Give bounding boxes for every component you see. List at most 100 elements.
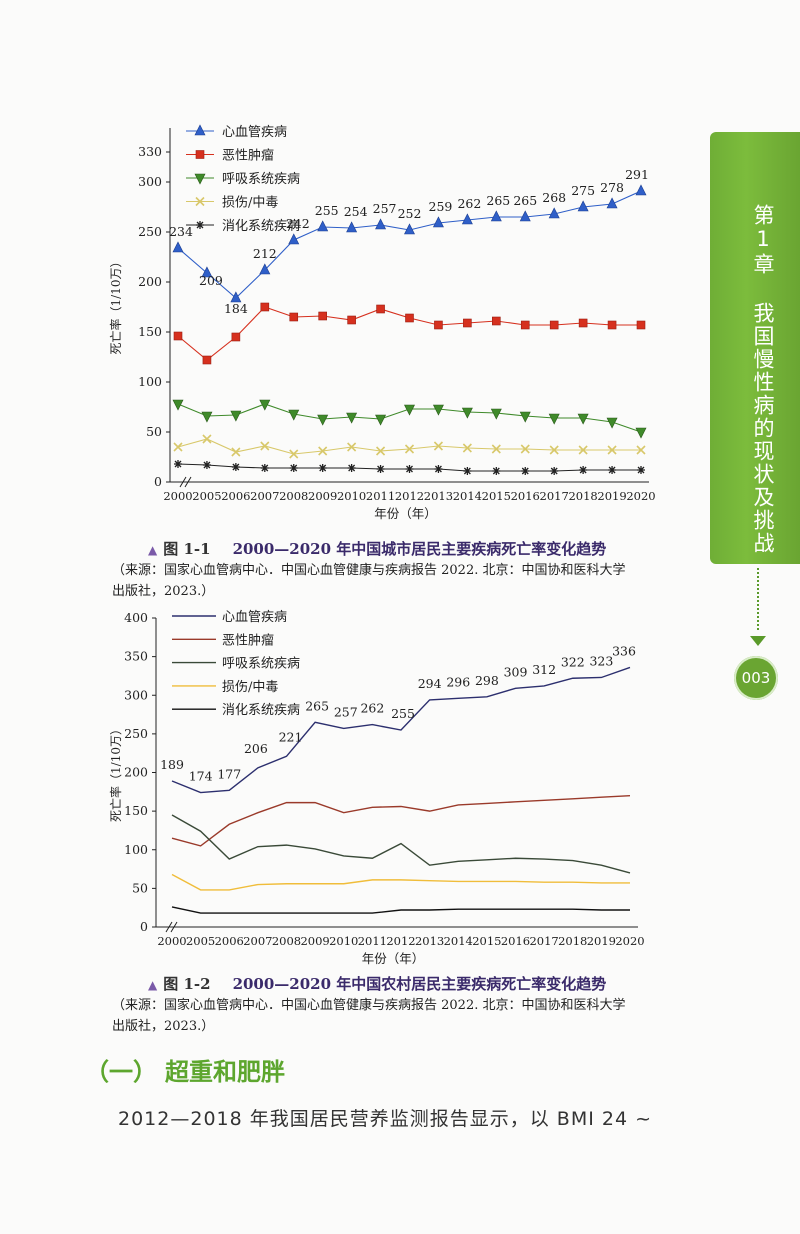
data-point-marker: [578, 445, 588, 455]
data-label: 242: [286, 216, 310, 231]
data-point-marker: [463, 318, 472, 328]
data-point-marker: [579, 466, 588, 474]
legend-marker: [194, 173, 206, 185]
data-point-marker: [608, 466, 617, 474]
data-point-marker: [607, 445, 617, 455]
x-tick-label: 2009: [300, 934, 329, 948]
data-point-marker: [172, 399, 184, 411]
legend-label: 心血管疾病: [222, 125, 287, 140]
data-label: 177: [217, 766, 241, 781]
data-point-marker: [347, 464, 356, 472]
data-label: 312: [532, 662, 556, 677]
x-tick-label: 2012: [386, 934, 415, 948]
x-tick-label: 2020: [615, 934, 644, 948]
legend-label: 恶性肿瘤: [222, 632, 274, 648]
data-point-marker: [434, 320, 443, 330]
data-point-marker: [635, 184, 647, 196]
data-label: 212: [253, 246, 277, 261]
data-point-marker: [260, 441, 270, 451]
data-point-marker: [492, 467, 501, 475]
data-point-marker: [404, 444, 415, 454]
x-tick-label: 2013: [415, 934, 444, 948]
data-point-marker: [549, 445, 559, 455]
data-point-marker: [606, 417, 618, 429]
data-label: 221: [279, 729, 303, 744]
data-point-marker: [231, 332, 241, 342]
data-label: 265: [513, 193, 537, 208]
data-point-marker: [375, 414, 387, 426]
x-tick-label: 2010: [337, 489, 366, 503]
legend-label: 呼吸系统疾病: [222, 172, 300, 187]
figure2-source: （来源：国家心血管病中心．中国心血管健康与疾病报告 2022. 北京：中国协和医…: [112, 995, 692, 1037]
data-label: 262: [360, 701, 384, 716]
x-tick-label: 2007: [250, 489, 279, 503]
data-point-marker: [231, 463, 240, 471]
x-tick-label: 2005: [192, 489, 221, 503]
section-heading: （一） 超重和肥胖: [85, 1052, 285, 1087]
series-line-3: [171, 873, 630, 891]
data-point-marker: [577, 413, 589, 425]
data-label: 294: [418, 676, 442, 691]
figure2-number: 图 1-2: [163, 975, 211, 993]
y-tick-label: 0: [154, 474, 162, 489]
data-point-marker: [519, 210, 531, 222]
section-title: 超重和肥胖: [165, 1058, 285, 1086]
data-point-marker: [607, 320, 617, 330]
data-label: 209: [199, 273, 223, 288]
y-tick-label: 400: [124, 610, 148, 625]
figure2-source-line2: 出版社，2023.）: [112, 1019, 215, 1034]
x-tick-label: 2000: [157, 934, 186, 948]
data-point-marker: [172, 241, 184, 253]
x-tick-label: 2014: [444, 934, 473, 948]
down-arrow-icon: [750, 636, 766, 646]
data-label: 296: [446, 674, 470, 689]
legend-label: 恶性肿瘤: [222, 148, 274, 164]
x-tick-label: 2006: [221, 489, 250, 503]
y-axis-title: 死亡率（1/10万）: [108, 723, 123, 822]
data-label: 255: [391, 706, 415, 721]
rural-mortality-chart: 0 50 100 150 200 250 300 350 400 2000 2005 2006 2007…: [108, 610, 645, 966]
data-point-marker: [289, 312, 299, 322]
y-tick-label: 300: [138, 174, 162, 189]
x-tick-label: 2015: [472, 934, 501, 948]
data-label: 184: [224, 301, 248, 316]
data-point-marker: [346, 412, 358, 424]
data-point-marker: [346, 221, 358, 233]
data-point-marker: [462, 443, 472, 453]
data-point-marker: [521, 467, 530, 475]
x-tick-label: 2000: [163, 489, 192, 503]
data-point-marker: [289, 449, 299, 459]
x-tick-label: 2008: [279, 489, 308, 503]
data-point-marker: [173, 331, 183, 341]
x-tick-label: 2018: [568, 489, 597, 503]
y-axis-title: 死亡率（1/10万）: [108, 256, 123, 355]
y-tick-label: 150: [138, 324, 162, 339]
data-point-marker: [405, 465, 414, 473]
figure1-caption: ▲ 图 1-1 2000—2020 年中国城市居民主要疾病死亡率变化趋势: [148, 538, 606, 559]
x-tick-label: 2016: [511, 489, 540, 503]
data-point-marker: [376, 465, 385, 473]
data-point-marker: [318, 446, 328, 456]
x-axis-title: 年份（年）: [362, 951, 425, 966]
data-point-marker: [432, 216, 444, 228]
x-axis-title: 年份（年）: [374, 506, 437, 521]
chapter-side-tab: 第1章 我国慢性病的现状及挑战: [710, 132, 800, 564]
data-point-marker: [490, 210, 502, 222]
x-tick-label: 2016: [501, 934, 530, 948]
data-point-marker: [347, 315, 356, 325]
data-point-marker: [461, 407, 473, 419]
x-tick-label: 2014: [453, 489, 482, 503]
data-label: 257: [334, 704, 358, 719]
y-tick-label: 330: [138, 144, 162, 159]
y-tick-label: 50: [146, 424, 162, 439]
data-point-marker: [202, 461, 211, 469]
data-point-marker: [288, 409, 300, 421]
y-tick-label: 200: [138, 274, 162, 289]
data-point-marker: [635, 427, 647, 439]
x-tick-label: 2005: [186, 934, 215, 948]
x-tick-label: 2006: [215, 934, 244, 948]
figure1-number: 图 1-1: [163, 540, 211, 558]
figure2-source-line1: （来源：国家心血管病中心．中国心血管健康与疾病报告 2022. 北京：中国协和医…: [112, 998, 626, 1013]
x-tick-label: 2011: [358, 934, 387, 948]
